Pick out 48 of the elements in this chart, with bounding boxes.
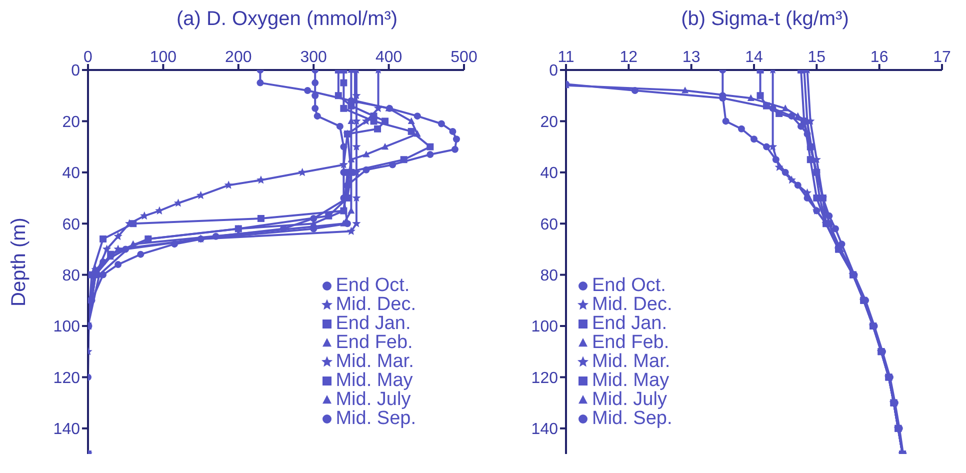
legend-label: End Jan.: [336, 313, 411, 334]
x-tick-label: 12: [620, 49, 638, 66]
legend-label: End Oct.: [592, 275, 666, 296]
x-tick-label: 15: [808, 49, 826, 66]
legend-label: Mid. July: [336, 389, 411, 410]
legend-label: End Feb.: [592, 332, 670, 353]
x-tick-label: 14: [745, 49, 763, 66]
x-tick-label: 13: [682, 49, 700, 66]
y-tick-label: 80: [62, 267, 80, 284]
legend-label: Mid. July: [592, 389, 667, 410]
legend-label: End Feb.: [336, 332, 413, 353]
x-tick-label: 0: [84, 49, 93, 66]
x-tick-label: 11: [558, 49, 574, 66]
x-tick-label: 17: [933, 49, 951, 66]
y-tick-label: 100: [53, 318, 80, 336]
y-tick-label: 60: [62, 216, 80, 234]
y-tick-label: 0: [71, 62, 80, 80]
legend-label: Mid. May: [336, 370, 413, 391]
y-tick-label: 80: [540, 267, 558, 284]
x-tick-label: 200: [225, 49, 252, 66]
y-tick-label: 120: [53, 370, 80, 387]
chart-title: (b) Sigma-t (kg/m³): [680, 8, 850, 32]
y-tick-label: 140: [53, 421, 80, 438]
y-tick-label: 60: [540, 216, 558, 234]
x-tick-label: 16: [870, 49, 888, 66]
x-tick-label: 100: [150, 49, 177, 66]
legend-label: Mid. Dec.: [336, 294, 416, 315]
legend-label: Mid. Mar.: [592, 351, 670, 372]
legend-label: End Jan.: [592, 313, 667, 334]
y-tick-label: 0: [549, 62, 558, 80]
y-axis-title: Depth (m): [8, 218, 30, 306]
legend-label: Mid. Mar.: [336, 351, 414, 372]
y-tick-label: 20: [540, 114, 558, 131]
legend-label: Mid. Sep.: [336, 408, 416, 429]
y-tick-label: 140: [531, 421, 558, 438]
y-tick-label: 40: [62, 165, 80, 182]
chart-title: (a) D. Oxygen (mmol/m³): [175, 8, 399, 32]
legend-label: Mid. May: [592, 370, 670, 391]
legend-label: Mid. Dec.: [592, 294, 672, 315]
y-tick-label: 40: [540, 165, 558, 182]
y-tick-label: 120: [531, 370, 558, 387]
legend-label: Mid. Sep.: [592, 408, 672, 429]
legend-label: End Oct.: [336, 275, 410, 296]
y-tick-label: 100: [531, 318, 558, 336]
x-tick-label: 300: [300, 49, 328, 66]
x-tick-label: 400: [375, 49, 402, 66]
x-tick-label: 500: [450, 49, 478, 66]
y-tick-label: 20: [62, 114, 80, 131]
